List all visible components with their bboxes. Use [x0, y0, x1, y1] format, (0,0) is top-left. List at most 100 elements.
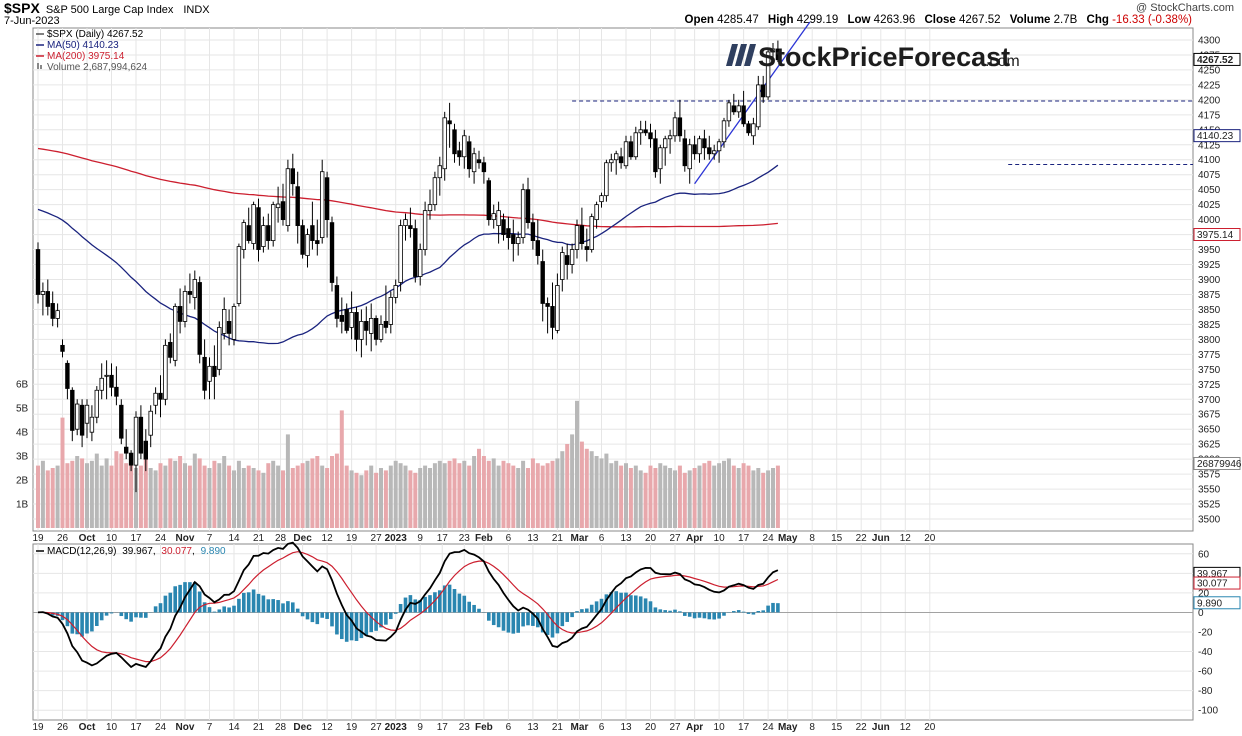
volume-bar [432, 463, 437, 528]
candle-body [643, 129, 648, 134]
volume-bar [339, 410, 344, 528]
macd-hist-bar [163, 595, 168, 613]
volume-bar [403, 465, 408, 528]
volume-bar [418, 468, 423, 528]
macd-hist-bar [467, 601, 471, 613]
price-legend: $SPX (Daily) 4267.52 MA(50) 4140.23 MA(2… [36, 29, 148, 73]
macd-hist-bar [717, 612, 721, 619]
candle-body [457, 150, 462, 158]
macd-hist-bar [697, 612, 702, 618]
macd-hist-bar [707, 612, 712, 620]
value-marker-label: 30.077 [1197, 579, 1228, 590]
candle-body [638, 129, 643, 134]
x-tick-label: Jun [872, 533, 890, 544]
candle-body [315, 240, 320, 244]
open-value: 4285.47 [717, 14, 759, 26]
candle-body [432, 177, 438, 206]
candle-body [417, 249, 423, 277]
macd-legend-signal: 30.077 [161, 546, 192, 557]
macd-hist-bar [442, 585, 447, 613]
candle-body [187, 291, 193, 295]
x-tick-label: 10 [106, 722, 118, 733]
volume-bar [310, 458, 315, 528]
x-tick-label: Oct [79, 533, 96, 544]
volume-bar [369, 465, 374, 528]
volume-bar [119, 453, 124, 528]
candle-body [716, 141, 722, 152]
macd-hist-bar [246, 592, 251, 613]
macd-hist-bar [232, 605, 236, 613]
candle-body [486, 180, 491, 221]
candle-body [163, 344, 168, 400]
macd-hist-bar [673, 609, 677, 613]
macd-hist-bar [683, 612, 687, 616]
macd-hist-bar [506, 612, 511, 633]
macd-hist-bar [104, 612, 109, 616]
macd-hist-bar [643, 598, 648, 613]
close-label: Close [924, 14, 956, 26]
volume-bar [153, 470, 158, 528]
x-tick-label: 17 [130, 722, 142, 733]
candle-body [751, 123, 756, 137]
price-tick-label: 3925 [1198, 260, 1221, 271]
candle-body [756, 84, 761, 128]
macd-line [37, 541, 779, 669]
x-tick-label: 6 [599, 722, 605, 733]
candle-body [153, 392, 158, 406]
candle-body [364, 321, 369, 331]
volume-bar [36, 465, 40, 528]
volume-bar [741, 463, 746, 528]
open-label: Open [684, 14, 714, 26]
x-tick-label: 17 [738, 533, 750, 544]
volume-tick-label: 5B [16, 404, 29, 415]
copyright[interactable]: @ StockCharts.com [1136, 2, 1234, 14]
volume-bar [202, 465, 207, 528]
volume-bar [325, 468, 330, 528]
macd-hist-bar [85, 612, 89, 634]
volume-bar [516, 468, 521, 528]
macd-legend: MACD(12,26,9) 39.967, 30.077, 9.890 [36, 546, 226, 557]
candle-body [383, 321, 389, 328]
macd-hist-bar [119, 612, 124, 617]
volume-bar [462, 460, 467, 528]
candle-body [677, 117, 683, 137]
candle-body [775, 48, 781, 61]
candle-body [158, 392, 163, 400]
volume-bar [736, 468, 741, 528]
volume-bar [687, 470, 692, 528]
volume-bar [717, 463, 722, 528]
close-value: 4267.52 [958, 14, 1001, 26]
legend-ma50: MA(50) 4140.23 [47, 40, 119, 51]
volume-bar [285, 434, 290, 528]
macd-hist-bar [511, 612, 516, 634]
x-tick-label: 27 [371, 533, 383, 544]
candle-body [65, 362, 70, 389]
candle-body [746, 123, 751, 134]
ticker-title: $SPX S&P 500 Large Cap Index INDX [4, 0, 210, 16]
x-tick-label: 14 [228, 722, 240, 733]
macd-hist-bar [692, 612, 697, 619]
stockpriceforecast-logo: StockPriceForecast .com [726, 42, 1020, 72]
volume-bar [442, 463, 447, 528]
macd-hist-bar [702, 612, 707, 619]
macd-hist-bar [687, 612, 692, 617]
value-marker-label: 4140.23 [1197, 131, 1234, 142]
gridlines [33, 28, 1193, 720]
logo-suffix: .com [985, 53, 1020, 70]
macd-hist-bar [237, 598, 241, 613]
macd-hist-bar [771, 602, 775, 613]
x-tick-label: 20 [645, 722, 657, 733]
candle-body [584, 246, 589, 250]
candle-body [672, 117, 678, 137]
volume-bar [232, 470, 236, 528]
price-tick-label: 4100 [1198, 155, 1221, 166]
macd-hist-bar [242, 592, 246, 613]
macd-hist-bar [310, 612, 315, 623]
volume-bar [692, 468, 697, 528]
macd-hist-bar [594, 601, 599, 613]
high-label: High [767, 14, 794, 26]
candle-body [682, 138, 687, 167]
candle-body [550, 306, 555, 328]
macd-hist-bar [776, 603, 780, 613]
